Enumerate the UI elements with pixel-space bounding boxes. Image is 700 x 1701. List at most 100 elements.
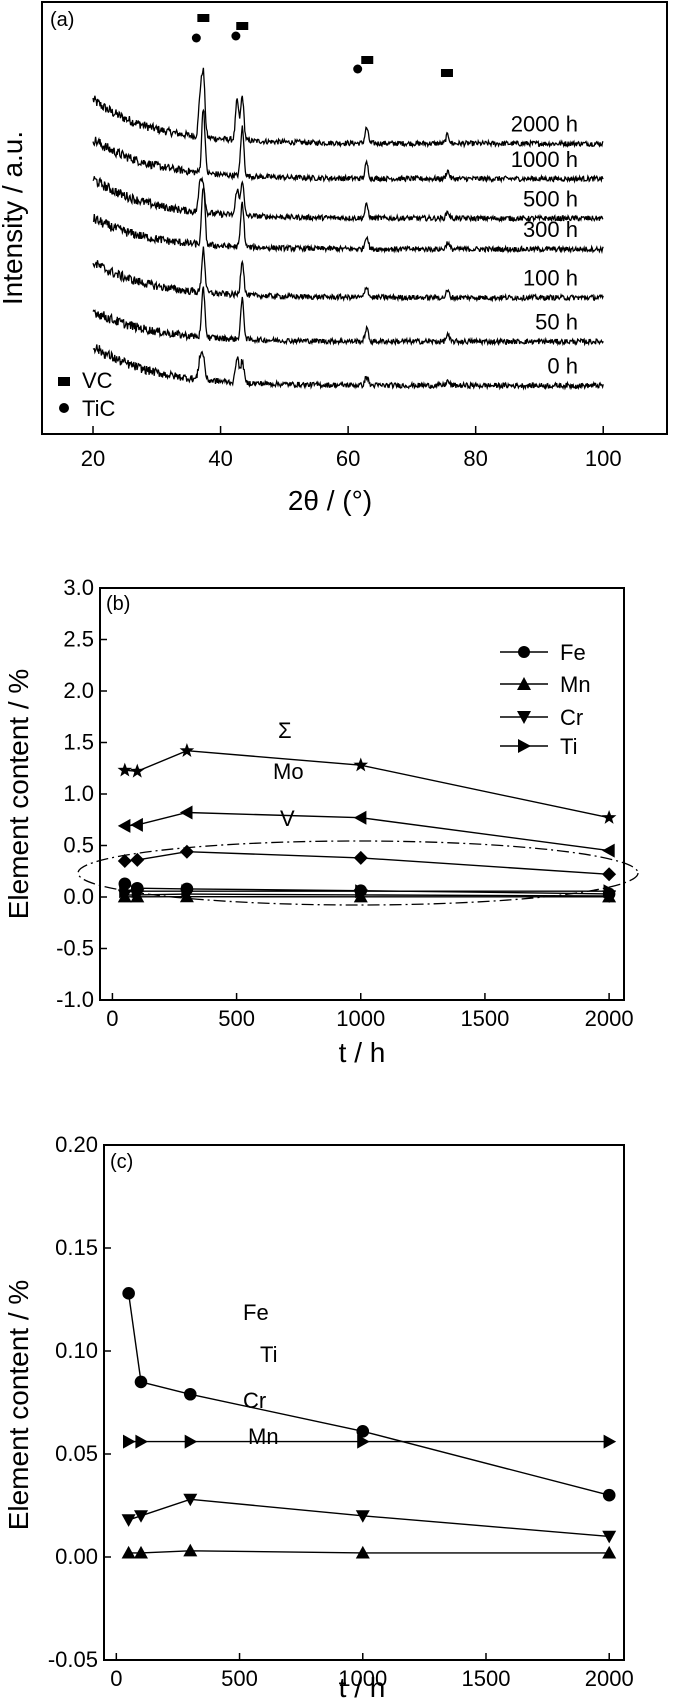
legend-tic-label: TiC: [82, 396, 116, 421]
vc-peak-marker: [440, 69, 453, 77]
b-point-mn: [602, 889, 617, 903]
c-point-fe: [134, 1375, 148, 1389]
c-y-tick-label: 0.20: [55, 1132, 98, 1157]
xrd-trace-label-0-h: 0 h: [547, 354, 578, 379]
xrd-x-tick-label: 80: [463, 446, 487, 471]
content-panel-b: (b) Element content / % t / h 0 500 1000 15…: [3, 575, 639, 1068]
c-line-mn: [128, 1550, 610, 1554]
xrd-x-tick-label: 40: [208, 446, 232, 471]
c-line-fe: [127, 1293, 610, 1496]
b-y-tick-label: 1.5: [63, 730, 94, 755]
b-point-mo: [602, 843, 615, 858]
b-y-tick-label: 0.0: [63, 884, 94, 909]
xrd-trace-300-h: [92, 187, 604, 255]
c-point-mn: [121, 1545, 136, 1559]
tic-peak-marker: [353, 64, 363, 74]
b-y-tick-label: 3.0: [63, 575, 94, 600]
legend-mn-label: Mn: [560, 672, 591, 697]
c-annotation-fe: Fe: [243, 1300, 269, 1325]
b-line-sigma: [124, 749, 610, 819]
c-annotation-ti: Ti: [260, 1342, 278, 1367]
xrd-panel: (a) Intensity / a.u. 2θ / (°) 20 40 60 80 10…: [0, 1, 668, 516]
b-point-sigma: [601, 810, 617, 824]
b-annotation-mo: Mo: [273, 759, 304, 784]
xrd-trace-1000-h: [92, 108, 604, 184]
b-x-tick-label: 2000: [585, 1006, 634, 1031]
vc-peak-marker: [197, 14, 210, 22]
b-x-tick-label: 0: [106, 1006, 118, 1031]
b-y-tick-label: 0.5: [63, 833, 94, 858]
xrd-trace-50-h: [92, 286, 604, 347]
c-x-axis-label: t / h: [339, 1672, 386, 1701]
legend-cr-label: Cr: [560, 705, 583, 730]
c-point-cr: [183, 1493, 198, 1507]
xrd-trace-500-h: [92, 176, 604, 224]
b-annotation-sigma: Σ: [278, 718, 292, 743]
b-y-axis-label: Element content / %: [3, 669, 34, 920]
c-x-tick-label: 0: [110, 1666, 122, 1691]
b-point-v: [117, 854, 132, 868]
c-point-mn: [134, 1545, 148, 1559]
c-y-tick-label: 0.00: [55, 1544, 98, 1569]
b-point-sigma: [353, 757, 369, 772]
xrd-trace-label-1000-h: 1000 h: [511, 147, 578, 172]
b-y-tick-label: 2.0: [63, 678, 94, 703]
svg-text:Intensity / a.u.: Intensity / a.u.: [0, 131, 28, 305]
legend-ti-marker: [518, 739, 531, 753]
legend-fe-label: Fe: [560, 640, 586, 665]
vc-peak-marker: [361, 56, 374, 64]
b-point-v: [353, 850, 368, 865]
xrd-x-tick-label: 60: [336, 446, 360, 471]
xrd-trace-100-h: [92, 246, 604, 303]
tic-peak-marker: [231, 31, 241, 41]
c-point-ti: [123, 1434, 136, 1449]
legend-vc-marker: [58, 377, 70, 386]
c-point-cr: [121, 1514, 136, 1527]
xrd-trace-label-300-h: 300 h: [523, 217, 578, 242]
xrd-x-axis-label: 2θ / (°): [288, 485, 372, 516]
c-y-tick-label: -0.05: [48, 1647, 98, 1672]
b-point-v: [179, 844, 194, 859]
b-line-cr: [124, 893, 610, 897]
c-point-cr: [134, 1510, 148, 1523]
b-line-fe: [124, 883, 610, 895]
xrd-panel-label: (a): [50, 9, 74, 31]
vc-peak-marker: [236, 22, 249, 30]
c-point-fe: [122, 1287, 135, 1300]
b-point-v: [130, 852, 145, 867]
c-x-tick-label: 1000: [338, 1666, 387, 1691]
legend-vc-label: VC: [82, 368, 113, 393]
b-line-mo: [124, 811, 610, 852]
c-point-ti: [603, 1434, 617, 1449]
xrd-y-axis-label: Intensity / a.u.: [0, 131, 28, 305]
c-panel-label: (c): [110, 1151, 133, 1173]
b-x-axis-label: t / h: [339, 1037, 386, 1068]
xrd-trace-0-h: [92, 344, 604, 391]
b-point-mn: [179, 889, 194, 903]
svg-text:Element content / %: Element content / %: [3, 669, 34, 920]
b-x-tick-label: 1500: [460, 1006, 509, 1031]
c-x-tick-label: 500: [221, 1666, 258, 1691]
svg-text:Element content / %: Element content / %: [3, 1280, 34, 1531]
b-annotation-v: V: [280, 806, 295, 831]
b-x-tick-label: 500: [218, 1006, 255, 1031]
b-legend: Fe Mn Cr Ti: [500, 640, 591, 759]
b-point-mn: [117, 889, 132, 903]
c-point-fe: [183, 1387, 197, 1401]
b-point-mo: [130, 817, 143, 832]
xrd-trace-label-500-h: 500 h: [523, 186, 578, 211]
c-plot-frame: [103, 1144, 625, 1661]
c-y-tick-label: 0.05: [55, 1441, 98, 1466]
c-point-mn: [183, 1543, 198, 1557]
b-point-sigma: [117, 762, 133, 777]
c-point-fe: [602, 1488, 616, 1502]
b-point-mn: [353, 889, 368, 903]
c-y-tick-label: 0.15: [55, 1235, 98, 1260]
c-point-mn: [602, 1545, 617, 1559]
c-annotation-cr: Cr: [243, 1388, 266, 1413]
xrd-plot-frame: [41, 1, 668, 435]
xrd-x-tick-label: 100: [585, 446, 622, 471]
c-line-cr: [128, 1498, 610, 1538]
b-y-tick-label: 1.0: [63, 781, 94, 806]
